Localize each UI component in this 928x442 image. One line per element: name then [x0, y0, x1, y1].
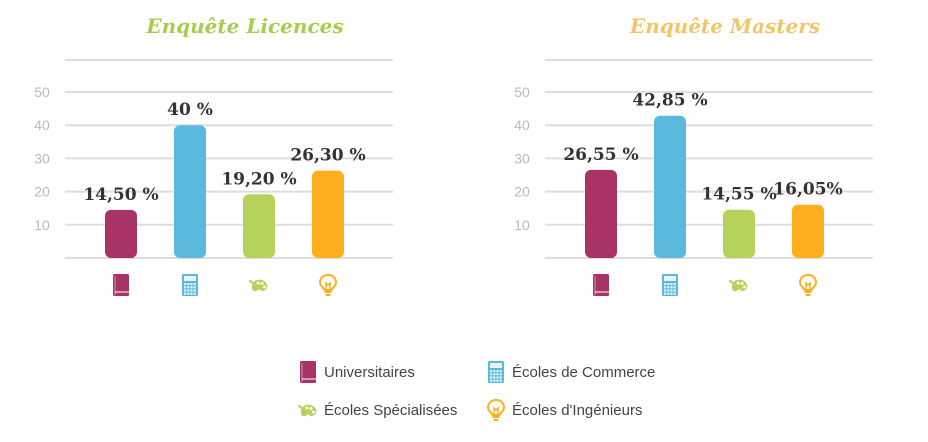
- lightbulb-icon: [798, 273, 818, 296]
- calculator-icon: [488, 361, 504, 383]
- legend-label: Universitaires: [324, 363, 415, 381]
- legend-item-commerce: Écoles de Commerce: [486, 360, 655, 384]
- palette-icon: [248, 279, 268, 292]
- legend-item-ingenieurs: Écoles d'Ingénieurs: [486, 398, 642, 422]
- legend-item-specialisees: Écoles Spécialisées: [298, 398, 457, 422]
- chart-licences: Enquête Licences 10 20 30 40 50 14,50 % 40 % 19…: [20, 0, 440, 320]
- y-tick-label: 40: [34, 117, 50, 133]
- bar-chart-licences: 10 20 30 40 50 14,50 % 40 % 19,20 % 26,30 %: [34, 59, 393, 296]
- calculator-icon: [182, 274, 198, 296]
- palette-icon: [728, 279, 748, 292]
- chart-title: Enquête Masters: [629, 14, 821, 38]
- y-tick-label: 10: [514, 217, 530, 233]
- bar: [174, 125, 206, 258]
- y-tick-label: 30: [34, 150, 50, 166]
- bar: [312, 170, 344, 258]
- y-tick-label: 50: [514, 84, 530, 100]
- bar: [243, 194, 275, 258]
- book-icon: [113, 274, 129, 296]
- legend-item-universitaires: Universitaires: [298, 360, 415, 384]
- chart-masters: Enquête Masters 10 20 30 40 50 26,55 % 42,85 %…: [500, 0, 920, 320]
- chart-title: Enquête Licences: [146, 14, 344, 38]
- data-label: 19,20 %: [221, 169, 296, 189]
- bar: [585, 169, 617, 258]
- lightbulb-icon: [318, 273, 338, 296]
- data-label: 14,50 %: [83, 185, 158, 205]
- data-label: 40 %: [167, 100, 213, 120]
- data-label: 26,30 %: [290, 146, 365, 166]
- y-tick-label: 50: [34, 84, 50, 100]
- legend: Universitaires Écoles de Commerce Écoles…: [298, 352, 718, 432]
- legend-label: Écoles de Commerce: [512, 363, 656, 381]
- y-tick-label: 20: [34, 184, 50, 200]
- y-tick-label: 30: [514, 150, 530, 166]
- calculator-icon: [662, 274, 678, 296]
- bar: [654, 115, 686, 258]
- bar: [105, 209, 137, 258]
- lightbulb-icon: [486, 398, 506, 421]
- book-icon: [593, 274, 609, 296]
- bar-chart-masters: 10 20 30 40 50 26,55 % 42,85 % 14,55 %16,05%: [514, 59, 873, 296]
- data-label: 14,55 %: [701, 185, 776, 205]
- legend-label: Écoles Spécialisées: [324, 401, 458, 419]
- palette-icon: [298, 404, 317, 417]
- legend-label: Écoles d'Ingénieurs: [512, 401, 643, 419]
- book-icon: [300, 361, 316, 383]
- y-tick-label: 40: [514, 117, 530, 133]
- data-label: 16,05%: [773, 180, 842, 200]
- bar: [723, 209, 755, 258]
- bar: [792, 204, 824, 258]
- y-tick-label: 10: [34, 217, 50, 233]
- data-label: 42,85 %: [632, 91, 707, 111]
- data-label: 26,55 %: [563, 145, 638, 165]
- y-tick-label: 20: [514, 184, 530, 200]
